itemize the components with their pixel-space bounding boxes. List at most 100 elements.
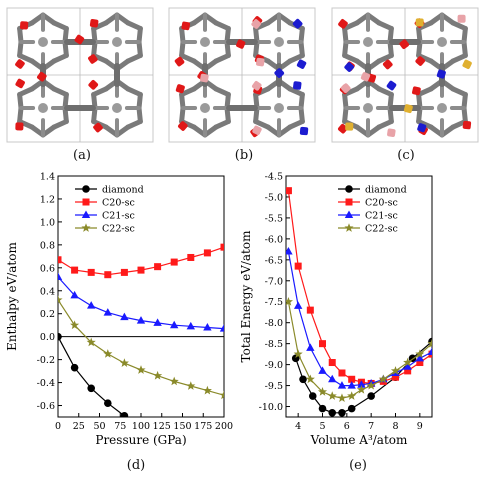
legend-marker	[82, 185, 90, 193]
series-line	[287, 251, 432, 387]
gold-atom	[345, 122, 354, 131]
data-point	[169, 376, 179, 386]
data-point	[136, 316, 146, 324]
series-c21-sc	[58, 272, 224, 332]
legend-entry: C20-sc	[102, 198, 135, 209]
gold-atom	[462, 59, 472, 69]
y-tick-label: -7.5	[265, 297, 283, 308]
enthalpy-chart: 0 25 50 75 100 125 150 175 200 -0.6 -0.4 -0.2 0.0 0.2…	[5, 172, 233, 448]
x-tick-label: 6	[344, 421, 350, 432]
data-point	[328, 409, 337, 417]
blue-atom	[299, 126, 309, 136]
red-atom	[15, 59, 25, 69]
series-c22-sc	[286, 296, 432, 403]
red-atom	[74, 34, 85, 45]
red-atom	[399, 39, 410, 50]
x-tick-label: 125	[153, 421, 171, 432]
data-point	[71, 266, 79, 274]
y-tick-label: -0.6	[37, 401, 55, 412]
carbon-cage	[416, 12, 468, 72]
red-atom	[15, 122, 24, 131]
data-point	[186, 321, 195, 330]
data-point	[286, 187, 292, 195]
y-tick-label: -6.5	[265, 255, 283, 266]
x-tick-label: 200	[215, 421, 233, 432]
caption-e: (e)	[349, 458, 367, 473]
blue-atom	[293, 81, 302, 90]
caption-a: (a)	[73, 148, 91, 163]
data-point	[299, 375, 307, 384]
data-point	[153, 318, 162, 326]
data-point	[202, 385, 212, 395]
data-point	[120, 268, 128, 276]
data-point	[203, 249, 211, 257]
structure-panel-a	[5, 6, 155, 144]
data-point	[337, 393, 347, 403]
red-atom	[462, 120, 472, 130]
data-point	[338, 369, 346, 377]
carbon-cage	[17, 78, 69, 138]
red-atom	[37, 71, 47, 82]
y-tick-label: -8.0	[265, 318, 283, 329]
legend-marker	[344, 210, 354, 218]
data-point	[403, 362, 412, 370]
data-point	[293, 349, 303, 359]
data-point	[305, 374, 315, 384]
gold-atom	[403, 104, 413, 114]
gold-atom	[415, 18, 424, 27]
data-point	[104, 399, 112, 408]
pink-atom	[340, 83, 351, 94]
data-point	[87, 301, 96, 309]
data-point	[317, 387, 328, 396]
caption-d: (d)	[126, 458, 146, 473]
carbon-cage	[17, 12, 69, 72]
y-tick-label: -5.0	[265, 192, 283, 203]
x-tick-label: 9	[417, 421, 423, 432]
data-point	[415, 353, 425, 362]
caption-c: (c)	[397, 148, 415, 163]
crystal-structure-c	[331, 7, 479, 143]
data-point	[103, 308, 112, 316]
data-point	[416, 359, 424, 367]
red-atom	[175, 84, 185, 94]
red-atom	[88, 80, 99, 90]
x-axis-label: Pressure (GPa)	[95, 433, 186, 447]
data-point	[392, 373, 399, 381]
data-point	[357, 380, 366, 388]
data-point	[58, 272, 63, 280]
plot-frame	[285, 175, 433, 418]
blue-atom	[386, 80, 397, 91]
blue-atom	[417, 123, 427, 133]
series-line	[58, 299, 224, 396]
pink-atom	[387, 128, 396, 138]
blue-atom	[292, 18, 303, 29]
structure-panel-b	[167, 6, 317, 144]
data-point	[203, 322, 212, 331]
series-c20-sc	[58, 243, 224, 279]
y-tick-label: 0.4	[40, 286, 55, 297]
red-atom	[236, 39, 246, 49]
data-point	[70, 290, 79, 299]
data-point	[154, 263, 162, 271]
data-point	[286, 246, 293, 255]
pink-atom	[360, 72, 371, 82]
y-tick-label: -7.0	[265, 276, 283, 287]
pink-atom	[200, 73, 209, 83]
data-point	[403, 357, 413, 367]
x-tick-label: 25	[73, 421, 85, 432]
legend-entry: C21-sc	[365, 211, 398, 222]
data-point	[119, 358, 129, 367]
y-tick-label: -0.4	[37, 378, 55, 389]
carbon-cage	[179, 78, 231, 138]
legend: diamond C20-sc C21-sc C22-sc	[75, 185, 144, 235]
x-tick-label: 5	[319, 421, 325, 432]
red-atom	[181, 21, 191, 31]
x-tick-label: 100	[132, 421, 150, 432]
data-point	[86, 337, 96, 347]
legend-entry: C20-sc	[365, 198, 398, 209]
carbon-cage	[91, 12, 143, 72]
data-point	[219, 390, 224, 400]
legend-entry: C22-sc	[102, 224, 135, 235]
y-tick-label: -4.5	[265, 172, 283, 183]
data-point	[170, 320, 179, 329]
